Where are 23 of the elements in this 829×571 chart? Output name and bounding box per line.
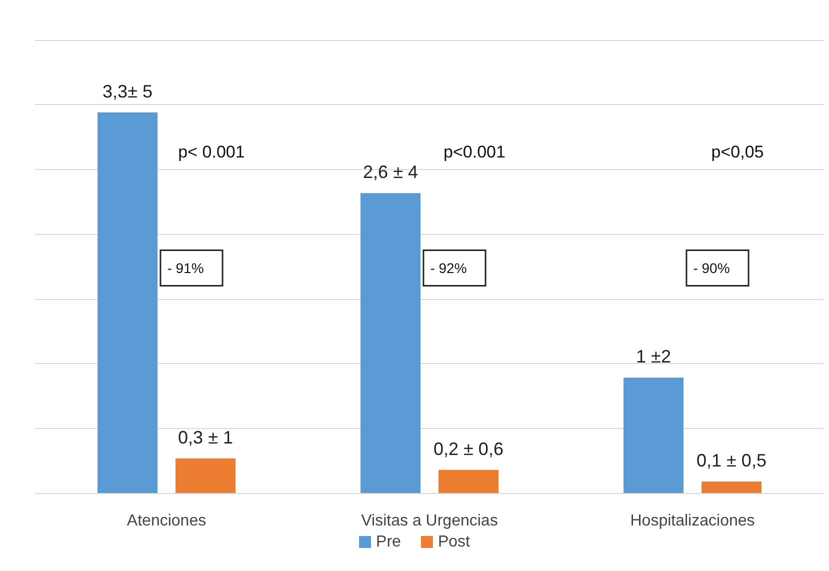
bar (624, 378, 684, 493)
x-tick-label: Hospitalizaciones (630, 512, 755, 530)
bar (360, 193, 420, 493)
x-tick-label: Atenciones (126, 512, 206, 530)
data-label: 0,2 ± 0,6 (434, 438, 504, 459)
bar (438, 470, 498, 493)
bar (702, 481, 762, 493)
data-label: 2,6 ± 4 (363, 162, 418, 182)
x-tick-label: Visitas a Urgencias (361, 512, 498, 530)
annotation: - 90% (693, 260, 730, 276)
annotation: p< 0.001 (178, 142, 245, 162)
data-label: 3,3± 5 (102, 81, 152, 102)
bar (176, 458, 236, 493)
data-label: 0,3 ± 1 (178, 427, 233, 448)
legend-label: Post (438, 534, 471, 550)
data-label: 0,1 ± 0,5 (696, 450, 766, 470)
annotation: - 92% (430, 260, 467, 276)
annotation: p<0,05 (711, 142, 764, 162)
annotation: p<0.001 (444, 142, 506, 162)
annotation: - 91% (167, 260, 204, 276)
bar (98, 112, 158, 493)
data-label: 1 ±2 (636, 346, 671, 367)
legend-label: Pre (376, 534, 402, 550)
